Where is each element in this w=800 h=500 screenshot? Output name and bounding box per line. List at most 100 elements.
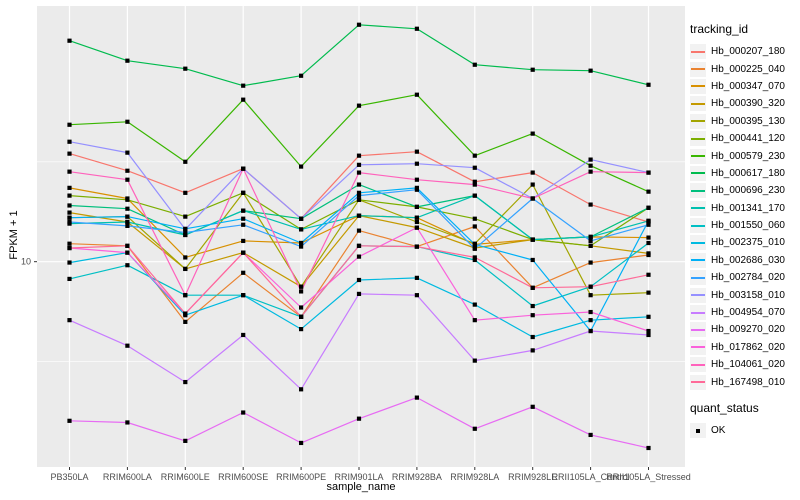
legend-entry-Hb_004954_070: Hb_004954_070 bbox=[690, 304, 798, 321]
data-point bbox=[125, 250, 130, 255]
data-point bbox=[299, 440, 304, 446]
line-key-icon bbox=[690, 374, 706, 390]
data-point bbox=[356, 197, 362, 202]
line-key-icon bbox=[690, 305, 706, 321]
data-point bbox=[588, 68, 593, 73]
point-marker-icon bbox=[690, 423, 706, 438]
data-point bbox=[472, 257, 477, 263]
data-point bbox=[299, 227, 304, 232]
data-point bbox=[299, 289, 304, 294]
legend-entry-label: Hb_000225_040 bbox=[711, 63, 785, 75]
data-point bbox=[241, 166, 246, 171]
data-point bbox=[530, 303, 535, 309]
line-key-icon bbox=[690, 131, 706, 147]
data-point bbox=[183, 232, 188, 238]
data-point bbox=[356, 416, 362, 421]
data-point bbox=[472, 255, 477, 260]
data-point bbox=[67, 418, 72, 423]
legend-entry-label: Hb_004954_070 bbox=[711, 307, 785, 319]
data-point bbox=[67, 245, 72, 251]
data-point bbox=[299, 284, 304, 289]
x-tick-label-RRIM901LA: RRIM901LA bbox=[334, 472, 383, 482]
data-point bbox=[183, 190, 188, 195]
data-point bbox=[530, 404, 535, 409]
legend-entry-Hb_000579_230: Hb_000579_230 bbox=[690, 147, 798, 164]
data-point bbox=[472, 224, 477, 229]
data-point bbox=[67, 219, 72, 225]
data-point bbox=[646, 82, 651, 87]
data-point bbox=[67, 151, 72, 156]
data-point bbox=[67, 260, 72, 265]
data-point bbox=[588, 432, 593, 438]
data-point bbox=[472, 246, 477, 251]
data-point bbox=[241, 190, 246, 195]
legend-entry-label: Hb_001341_170 bbox=[711, 202, 785, 214]
data-point bbox=[646, 290, 651, 295]
data-point bbox=[125, 119, 130, 124]
data-point bbox=[530, 285, 535, 290]
data-point bbox=[472, 216, 477, 221]
legend-entry-Hb_000617_180: Hb_000617_180 bbox=[690, 165, 798, 182]
data-point bbox=[530, 237, 535, 242]
data-point bbox=[588, 169, 593, 174]
data-point bbox=[125, 263, 130, 268]
data-point bbox=[414, 161, 419, 166]
data-point bbox=[414, 177, 419, 182]
line-key-icon bbox=[690, 235, 706, 251]
line-key-icon bbox=[690, 44, 706, 60]
data-point bbox=[67, 318, 72, 323]
legend-entry-label: Hb_000579_230 bbox=[711, 150, 785, 162]
legend-entry-Hb_000441_120: Hb_000441_120 bbox=[690, 130, 798, 147]
data-point bbox=[646, 170, 651, 175]
legend-entry-Hb_167498_010: Hb_167498_010 bbox=[690, 373, 798, 390]
data-point bbox=[299, 73, 304, 78]
legend-entry-Hb_000395_130: Hb_000395_130 bbox=[690, 113, 798, 130]
data-point bbox=[530, 196, 535, 201]
data-point bbox=[67, 241, 72, 246]
data-point bbox=[356, 170, 362, 175]
data-point bbox=[588, 243, 593, 248]
legend-entry-Hb_001341_170: Hb_001341_170 bbox=[690, 200, 798, 217]
data-point bbox=[356, 162, 362, 167]
legend-entry-label: Hb_002686_030 bbox=[711, 254, 785, 266]
data-point bbox=[588, 328, 593, 334]
x-tick-label-RRIM600LA: RRIM600LA bbox=[103, 472, 152, 482]
data-point bbox=[356, 193, 362, 198]
data-point bbox=[414, 26, 419, 31]
data-point bbox=[356, 277, 362, 283]
data-point bbox=[472, 426, 477, 431]
data-point bbox=[414, 225, 419, 230]
data-point bbox=[299, 387, 304, 392]
data-point bbox=[414, 92, 419, 97]
data-point bbox=[67, 210, 72, 215]
data-point bbox=[241, 332, 246, 338]
x-tick-label-RRIM600PE: RRIM600PE bbox=[276, 472, 326, 482]
data-point bbox=[414, 244, 419, 249]
legend: tracking_id Hb_000207_180 Hb_000225_040 Hb… bbox=[690, 20, 798, 439]
data-point bbox=[646, 332, 651, 338]
legend-title: tracking_id bbox=[690, 22, 749, 36]
data-point bbox=[67, 276, 72, 282]
data-point bbox=[414, 149, 419, 154]
data-point bbox=[414, 215, 419, 220]
data-point bbox=[646, 189, 651, 194]
data-point bbox=[241, 293, 246, 298]
data-point bbox=[588, 309, 593, 315]
data-point bbox=[183, 214, 188, 219]
data-point bbox=[125, 197, 130, 202]
data-point bbox=[530, 182, 535, 187]
data-point bbox=[414, 187, 419, 192]
data-point bbox=[183, 438, 188, 443]
legend-entry-Hb_001550_060: Hb_001550_060 bbox=[690, 217, 798, 234]
data-point bbox=[646, 314, 651, 319]
data-point bbox=[299, 216, 304, 221]
data-point bbox=[414, 395, 419, 400]
data-point bbox=[356, 291, 362, 297]
data-point bbox=[414, 204, 419, 209]
legend-entry-Hb_002375_010: Hb_002375_010 bbox=[690, 234, 798, 251]
data-point bbox=[125, 219, 130, 225]
data-point bbox=[67, 193, 72, 198]
line-key-icon bbox=[690, 357, 706, 373]
line-key-icon bbox=[690, 270, 706, 286]
